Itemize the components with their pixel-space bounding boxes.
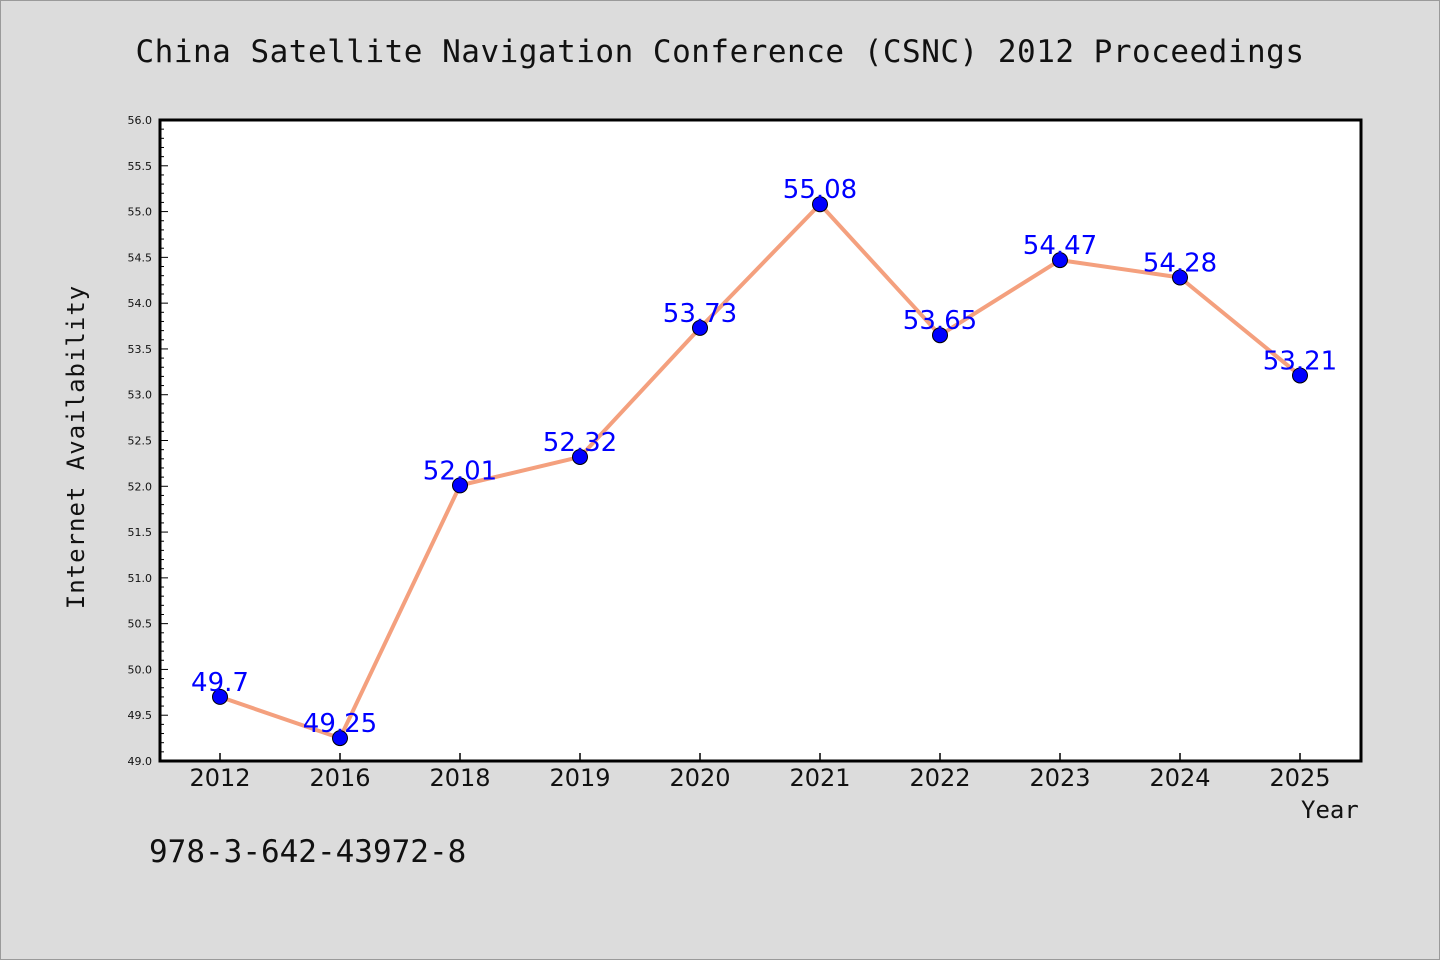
y-tick-label: 53.0 [128, 389, 153, 402]
data-point [1292, 367, 1308, 384]
data-label: 53.73 [663, 299, 737, 329]
x-tick-label: 2020 [669, 764, 730, 792]
data-label: 53.21 [1263, 346, 1337, 376]
y-tick-label: 54.0 [128, 297, 153, 310]
y-tick-label: 50.0 [128, 663, 153, 676]
x-tick-label: 2021 [789, 764, 850, 792]
chart-title: China Satellite Navigation Conference (C… [135, 34, 1305, 70]
x-tick-label: 2012 [189, 764, 250, 792]
data-points [212, 196, 1308, 747]
data-label: 55.08 [783, 175, 857, 205]
data-point [692, 319, 708, 336]
data-label: 53.65 [903, 306, 977, 336]
data-labels: 49.7 49.25 52.01 52.32 53.73 55.08 53.65 54.47 5… [191, 175, 1337, 739]
series-line [219, 202, 1302, 741]
data-label: 49.7 [191, 668, 249, 698]
x-tick-label: 2023 [1029, 764, 1090, 792]
x-tick-label: 2016 [309, 764, 370, 792]
data-point [452, 477, 468, 494]
data-point [1052, 252, 1068, 269]
data-label: 49.25 [303, 709, 377, 739]
y-axis: 49.0 49.5 50.0 50.5 51.0 51.5 52.0 52.5 53.0 53.5… [128, 114, 168, 768]
x-tick-label: 2025 [1269, 764, 1330, 792]
data-point [572, 448, 588, 465]
y-tick-label: 50.5 [128, 618, 153, 631]
y-tick-label: 55.0 [128, 206, 153, 219]
y-tick-label: 53.5 [128, 343, 153, 356]
y-tick-label: 52.0 [128, 480, 153, 493]
y-tick-label: 52.5 [128, 435, 153, 448]
y-tick-label: 51.5 [128, 526, 153, 539]
data-point [932, 327, 948, 344]
data-label: 54.47 [1023, 231, 1097, 261]
data-label: 52.32 [543, 428, 617, 458]
x-axis: 2012 2016 2018 2019 2020 2021 2022 2023 2024 2025 [189, 753, 1331, 792]
data-point [1172, 269, 1188, 286]
x-axis-label: Year [1301, 796, 1359, 824]
data-point [332, 730, 348, 747]
y-tick-label: 56.0 [128, 114, 153, 127]
plot-area [158, 118, 1363, 763]
data-point [212, 688, 228, 705]
isbn-text: 978-3-642-43972-8 [149, 834, 467, 870]
x-tick-label: 2018 [429, 764, 490, 792]
y-tick-label: 49.5 [128, 709, 153, 722]
y-tick-label: 54.5 [128, 251, 153, 264]
x-tick-label: 2022 [909, 764, 970, 792]
data-point [812, 196, 828, 213]
data-label: 52.01 [423, 456, 497, 486]
data-label: 54.28 [1143, 249, 1217, 279]
y-tick-label: 51.0 [128, 572, 153, 585]
y-tick-label: 55.5 [128, 160, 153, 173]
y-tick-label: 49.0 [128, 755, 153, 768]
x-tick-label: 2019 [549, 764, 610, 792]
x-tick-label: 2024 [1149, 764, 1210, 792]
